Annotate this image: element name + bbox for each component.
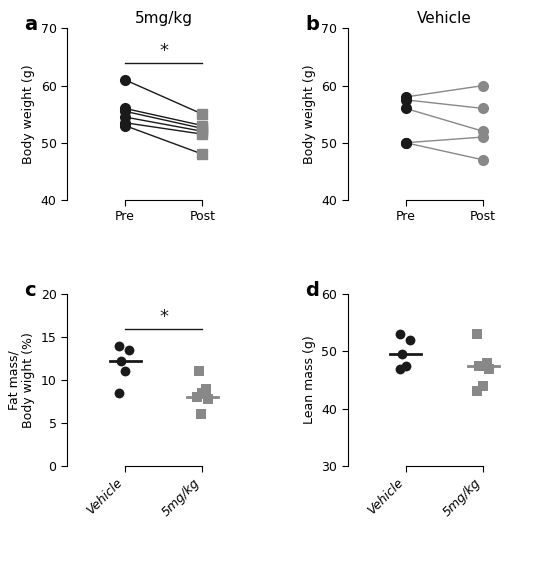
Y-axis label: Body weight (g): Body weight (g) (22, 64, 35, 164)
Point (479, 381, 488, 390)
Title: 5mg/kg: 5mg/kg (134, 11, 193, 26)
Point (117, 357, 126, 366)
Point (194, 367, 203, 376)
Text: d: d (305, 281, 319, 299)
Text: *: * (159, 308, 169, 326)
Point (204, 394, 213, 403)
Point (473, 329, 482, 339)
Point (484, 364, 493, 373)
Text: a: a (25, 15, 37, 34)
Point (196, 410, 205, 419)
Point (115, 341, 124, 350)
Point (192, 392, 201, 402)
Point (124, 345, 133, 354)
Text: *: * (159, 42, 169, 60)
Y-axis label: Body weight (g): Body weight (g) (302, 64, 316, 164)
Point (473, 387, 482, 396)
Y-axis label: Fat mass/
Body wight (%): Fat mass/ Body wight (%) (7, 332, 35, 428)
Text: b: b (305, 15, 319, 34)
Point (396, 364, 405, 373)
Title: Vehicle: Vehicle (417, 11, 472, 26)
Y-axis label: Lean mass (g): Lean mass (g) (302, 336, 316, 424)
Point (475, 361, 484, 370)
Point (121, 367, 129, 376)
Point (401, 361, 410, 370)
Point (202, 384, 211, 393)
Text: c: c (25, 281, 36, 299)
Point (115, 389, 124, 398)
Point (396, 329, 405, 339)
Point (397, 350, 406, 359)
Point (405, 336, 414, 345)
Point (483, 358, 492, 367)
Point (198, 389, 207, 398)
